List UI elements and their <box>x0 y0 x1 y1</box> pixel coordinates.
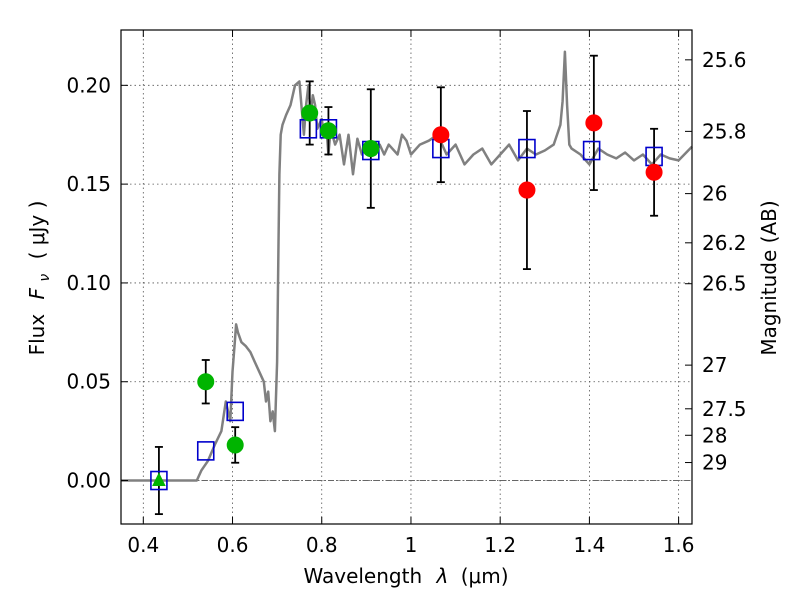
x-tick-label: 0.8 <box>306 533 338 557</box>
model-band-square <box>196 441 215 461</box>
data-point-circle <box>585 114 603 132</box>
right-tick-label: 27 <box>702 353 727 377</box>
right-tick-label: 28 <box>702 423 727 447</box>
x-tick-label: 1 <box>405 533 418 557</box>
axis-ticks: 0.4 0.6 0.8 1 1.2 1.4 1.6 0.00 0.05 0.10 0.15 0.20 2… <box>66 30 747 557</box>
x-tick-label: 1.4 <box>573 533 605 557</box>
right-tick-label: 26.5 <box>702 272 747 296</box>
data-point-circle <box>226 436 244 454</box>
model-band-square <box>518 138 536 159</box>
y-tick-label: 0.15 <box>66 172 111 196</box>
x-tick-label: 1.6 <box>663 533 695 557</box>
x-tick-label: 0.6 <box>217 533 249 557</box>
y-tick-label: 0.20 <box>66 73 111 97</box>
data-point-circle <box>432 126 450 144</box>
data-point-circle <box>362 140 380 158</box>
data-point-circle <box>319 122 337 140</box>
y-tick-label: 0.10 <box>66 271 111 295</box>
model-band-square <box>582 140 601 161</box>
x-tick-label: 0.4 <box>127 533 159 557</box>
data-point-circle <box>645 163 663 181</box>
grid <box>121 30 692 524</box>
right-tick-label: 29 <box>702 451 727 475</box>
right-tick-label: 25.6 <box>702 48 747 72</box>
right-tick-label: 26.2 <box>702 231 747 255</box>
data-point-circle <box>197 373 215 391</box>
data-points <box>150 54 663 516</box>
data-point-circle <box>301 104 319 122</box>
y-tick-label: 0.00 <box>66 469 111 493</box>
y-tick-label: 0.05 <box>66 370 111 394</box>
right-tick-label: 26 <box>702 182 727 206</box>
model-sed-line <box>121 50 693 482</box>
x-tick-label: 1.2 <box>484 533 516 557</box>
data-point-triangle <box>152 472 166 487</box>
right-tick-label: 27.5 <box>702 397 747 421</box>
x-axis-label: Wavelength λ (μm) <box>303 564 508 588</box>
y-axis-label: Flux F ν ( μJy ) <box>25 201 54 356</box>
data-point-circle <box>518 181 536 199</box>
right-axis-label: Magnitude (AB) <box>757 200 781 355</box>
axes-frame <box>120 29 693 525</box>
model-band-square <box>226 401 244 422</box>
right-tick-label: 25.8 <box>702 119 747 143</box>
model-band-square <box>150 470 168 491</box>
